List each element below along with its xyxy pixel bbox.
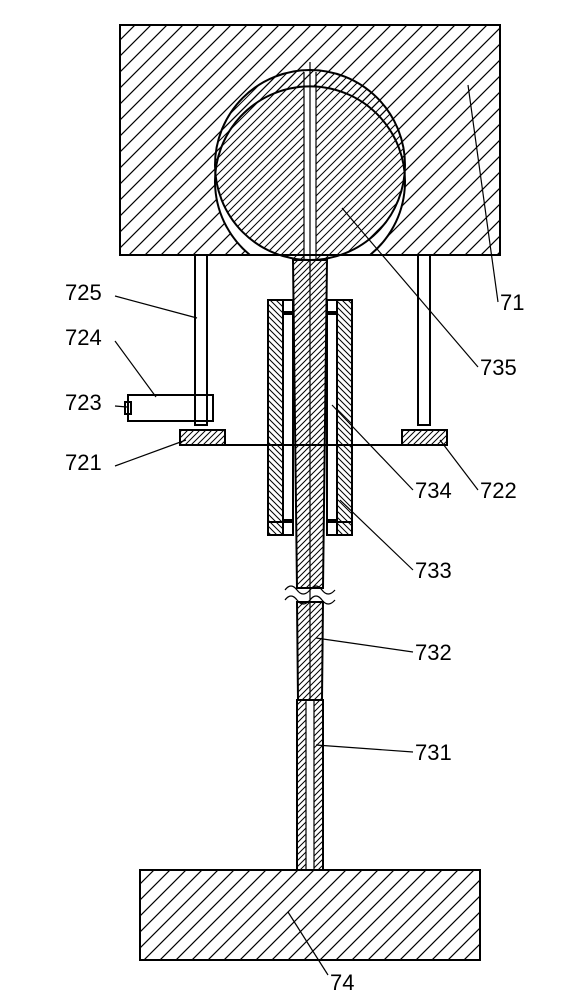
leader-721: [115, 440, 186, 466]
label-723: 723: [65, 390, 102, 415]
leader-732: [316, 638, 413, 652]
label-722: 722: [480, 478, 517, 503]
leader-731: [316, 745, 413, 752]
inner-shaft-731: [297, 700, 323, 870]
engineering-cross-section: 725 724 723 721 71 735 722 734 733 732 731 74: [0, 0, 572, 1000]
label-74: 74: [330, 970, 354, 995]
left-collar-721: [180, 430, 225, 445]
label-721: 721: [65, 450, 102, 475]
label-732: 732: [415, 640, 452, 665]
right-collar-722: [402, 430, 447, 445]
label-731: 731: [415, 740, 452, 765]
label-724: 724: [65, 325, 102, 350]
label-733: 733: [415, 558, 452, 583]
label-735: 735: [480, 355, 517, 380]
leader-724: [115, 341, 156, 397]
leader-725: [115, 296, 197, 318]
handle-724: [125, 395, 213, 421]
label-71: 71: [500, 290, 524, 315]
label-734: 734: [415, 478, 452, 503]
ball-735: [210, 62, 410, 270]
label-725: 725: [65, 280, 102, 305]
inner-shaft-732: [293, 260, 327, 700]
